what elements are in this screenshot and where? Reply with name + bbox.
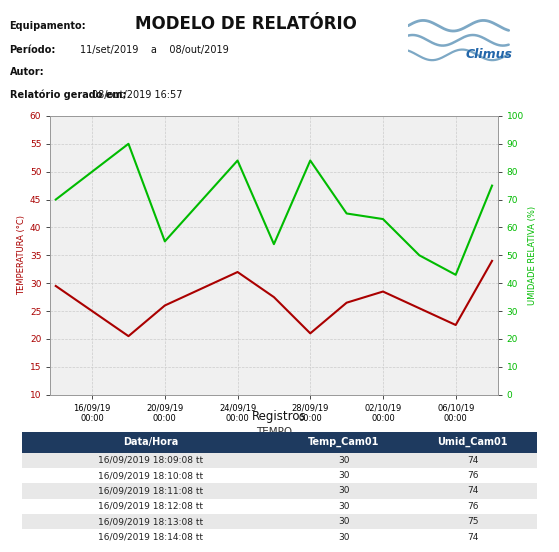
FancyBboxPatch shape bbox=[408, 529, 537, 545]
Text: 16/09/2019 18:12:08 tt: 16/09/2019 18:12:08 tt bbox=[98, 502, 203, 511]
Text: 08/out/2019 16:57: 08/out/2019 16:57 bbox=[92, 91, 182, 100]
FancyBboxPatch shape bbox=[22, 529, 280, 545]
Text: 16/09/2019 18:11:08 tt: 16/09/2019 18:11:08 tt bbox=[98, 486, 203, 496]
Text: Equipamento:: Equipamento: bbox=[10, 21, 86, 31]
FancyBboxPatch shape bbox=[280, 432, 408, 453]
X-axis label: TEMPO: TEMPO bbox=[256, 427, 292, 437]
Text: 30: 30 bbox=[338, 502, 349, 511]
FancyBboxPatch shape bbox=[22, 483, 280, 498]
Text: 76: 76 bbox=[467, 502, 479, 511]
FancyBboxPatch shape bbox=[408, 483, 537, 498]
Text: MODELO DE RELATÓRIO: MODELO DE RELATÓRIO bbox=[135, 15, 357, 34]
Text: 16/09/2019 18:09:08 tt: 16/09/2019 18:09:08 tt bbox=[98, 456, 203, 465]
Text: 16/09/2019 18:10:08 tt: 16/09/2019 18:10:08 tt bbox=[98, 471, 203, 480]
Text: Relatório gerado em:: Relatório gerado em: bbox=[10, 90, 126, 100]
Text: 30: 30 bbox=[338, 486, 349, 496]
FancyBboxPatch shape bbox=[22, 432, 280, 453]
Text: 76: 76 bbox=[467, 471, 479, 480]
Text: 30: 30 bbox=[338, 533, 349, 542]
FancyBboxPatch shape bbox=[280, 453, 408, 468]
Text: 11/set/2019    a    08/out/2019: 11/set/2019 a 08/out/2019 bbox=[80, 45, 229, 55]
Text: 16/09/2019 18:14:08 tt: 16/09/2019 18:14:08 tt bbox=[98, 533, 203, 542]
Text: 30: 30 bbox=[338, 517, 349, 526]
FancyBboxPatch shape bbox=[280, 498, 408, 514]
Text: Data/Hora: Data/Hora bbox=[123, 437, 178, 447]
Text: 74: 74 bbox=[467, 456, 479, 465]
FancyBboxPatch shape bbox=[280, 483, 408, 498]
FancyBboxPatch shape bbox=[280, 514, 408, 529]
Text: 74: 74 bbox=[467, 486, 479, 496]
Text: Temp_Cam01: Temp_Cam01 bbox=[308, 437, 380, 448]
FancyBboxPatch shape bbox=[408, 468, 537, 483]
Y-axis label: TEMPERATURA (°C): TEMPERATURA (°C) bbox=[17, 215, 26, 295]
Y-axis label: UMIDADE RELATIVA (%): UMIDADE RELATIVA (%) bbox=[528, 206, 537, 305]
FancyBboxPatch shape bbox=[22, 453, 280, 468]
Text: Umid_Cam01: Umid_Cam01 bbox=[437, 437, 508, 448]
FancyBboxPatch shape bbox=[22, 468, 280, 483]
FancyBboxPatch shape bbox=[408, 432, 537, 453]
Text: 16/09/2019 18:13:08 tt: 16/09/2019 18:13:08 tt bbox=[98, 517, 203, 526]
FancyBboxPatch shape bbox=[280, 468, 408, 483]
Text: Período:: Período: bbox=[10, 45, 56, 55]
Text: 75: 75 bbox=[467, 517, 479, 526]
FancyBboxPatch shape bbox=[280, 529, 408, 545]
FancyBboxPatch shape bbox=[22, 514, 280, 529]
FancyBboxPatch shape bbox=[408, 514, 537, 529]
FancyBboxPatch shape bbox=[22, 498, 280, 514]
Text: 74: 74 bbox=[467, 533, 479, 542]
FancyBboxPatch shape bbox=[408, 498, 537, 514]
Text: 30: 30 bbox=[338, 471, 349, 480]
Text: 30: 30 bbox=[338, 456, 349, 465]
Text: Registros: Registros bbox=[252, 410, 307, 423]
Text: Climus: Climus bbox=[466, 49, 513, 61]
FancyBboxPatch shape bbox=[408, 453, 537, 468]
Text: Autor:: Autor: bbox=[10, 67, 44, 77]
